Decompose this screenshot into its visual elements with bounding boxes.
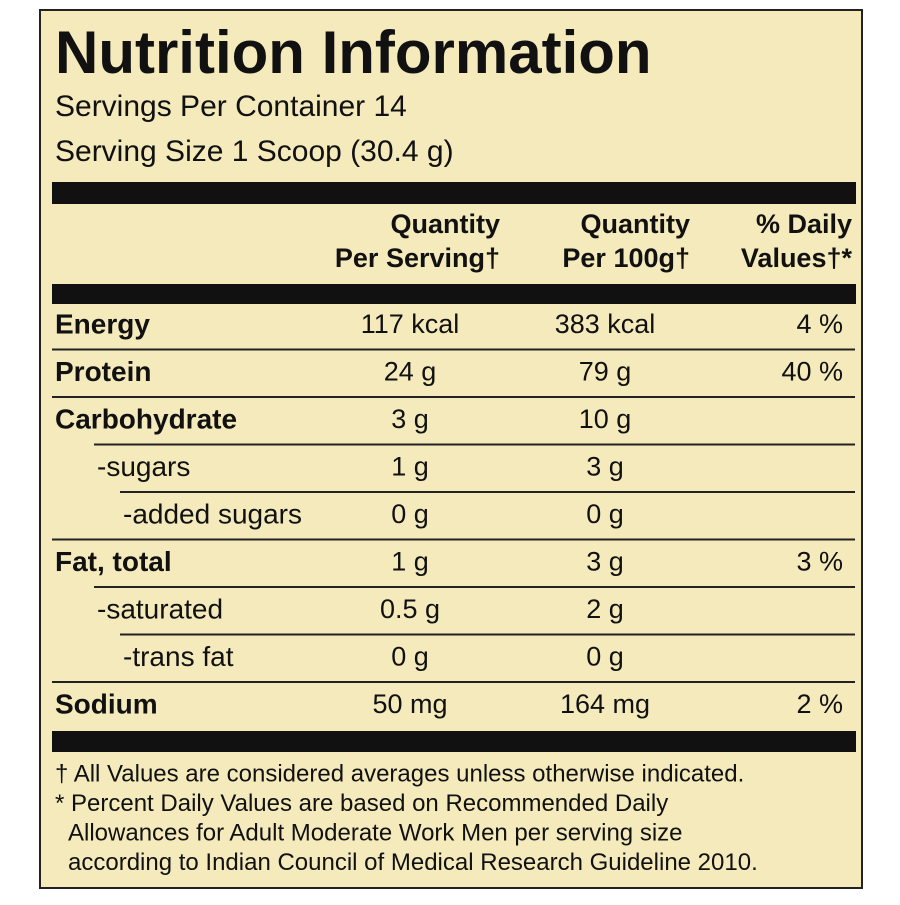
cell-value: 2 % bbox=[796, 689, 843, 719]
row-label: -sugars bbox=[97, 451, 190, 482]
cell-value: 1 g bbox=[391, 547, 429, 577]
footnote: according to Indian Council of Medical R… bbox=[68, 849, 758, 876]
cell-value: 0 g bbox=[586, 642, 624, 672]
thick-rule bbox=[52, 182, 856, 204]
cell-value: 40 % bbox=[781, 357, 843, 387]
thick-rule bbox=[52, 284, 856, 304]
footnote: * Percent Daily Values are based on Reco… bbox=[55, 790, 668, 817]
column-header: Per 100g† bbox=[562, 243, 690, 273]
row-label: -added sugars bbox=[123, 498, 302, 529]
cell-value: 3 g bbox=[391, 404, 429, 434]
footnote: † All Values are considered averages unl… bbox=[55, 760, 744, 787]
servings: Servings Per Container 14 bbox=[55, 90, 407, 123]
cell-value: 2 g bbox=[586, 594, 624, 624]
cell-value: 117 kcal bbox=[361, 309, 460, 339]
cell-value: 1 g bbox=[391, 452, 429, 482]
column-header: % Daily bbox=[756, 209, 852, 239]
row-label: Energy bbox=[55, 308, 150, 339]
cell-value: 164 mg bbox=[560, 689, 650, 719]
column-header: Values†* bbox=[741, 243, 853, 273]
cell-value: 50 mg bbox=[372, 689, 447, 719]
cell-value: 10 g bbox=[579, 404, 632, 434]
row-label: Sodium bbox=[55, 688, 158, 719]
cell-value: 3 g bbox=[586, 547, 624, 577]
cell-value: 383 kcal bbox=[555, 309, 656, 339]
column-header: Quantity bbox=[580, 209, 690, 239]
row-label: Fat, total bbox=[55, 546, 172, 577]
cell-value: 0 g bbox=[391, 499, 429, 529]
cell-value: 3 % bbox=[796, 547, 843, 577]
footnote: Allowances for Adult Moderate Work Men p… bbox=[68, 819, 683, 846]
cell-value: 24 g bbox=[384, 357, 437, 387]
row-label: -saturated bbox=[97, 593, 223, 624]
cell-value: 4 % bbox=[796, 309, 843, 339]
row-label: Protein bbox=[55, 356, 151, 387]
cell-value: 0.5 g bbox=[380, 594, 440, 624]
cell-value: 79 g bbox=[579, 357, 632, 387]
thick-rule bbox=[52, 731, 856, 752]
column-header: Per Serving† bbox=[335, 243, 500, 273]
row-label: Carbohydrate bbox=[55, 403, 237, 434]
title: Nutrition Information bbox=[55, 19, 652, 86]
cell-value: 0 g bbox=[391, 642, 429, 672]
cell-value: 0 g bbox=[586, 499, 624, 529]
cell-value: 3 g bbox=[586, 452, 624, 482]
serving-size: Serving Size 1 Scoop (30.4 g) bbox=[55, 135, 454, 168]
column-header: Quantity bbox=[390, 209, 500, 239]
row-label: -trans fat bbox=[123, 641, 234, 672]
